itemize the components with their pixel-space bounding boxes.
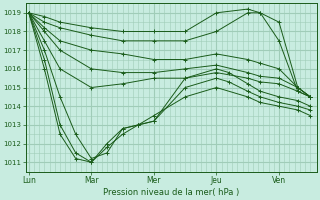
X-axis label: Pression niveau de la mer( hPa ): Pression niveau de la mer( hPa )	[103, 188, 239, 197]
